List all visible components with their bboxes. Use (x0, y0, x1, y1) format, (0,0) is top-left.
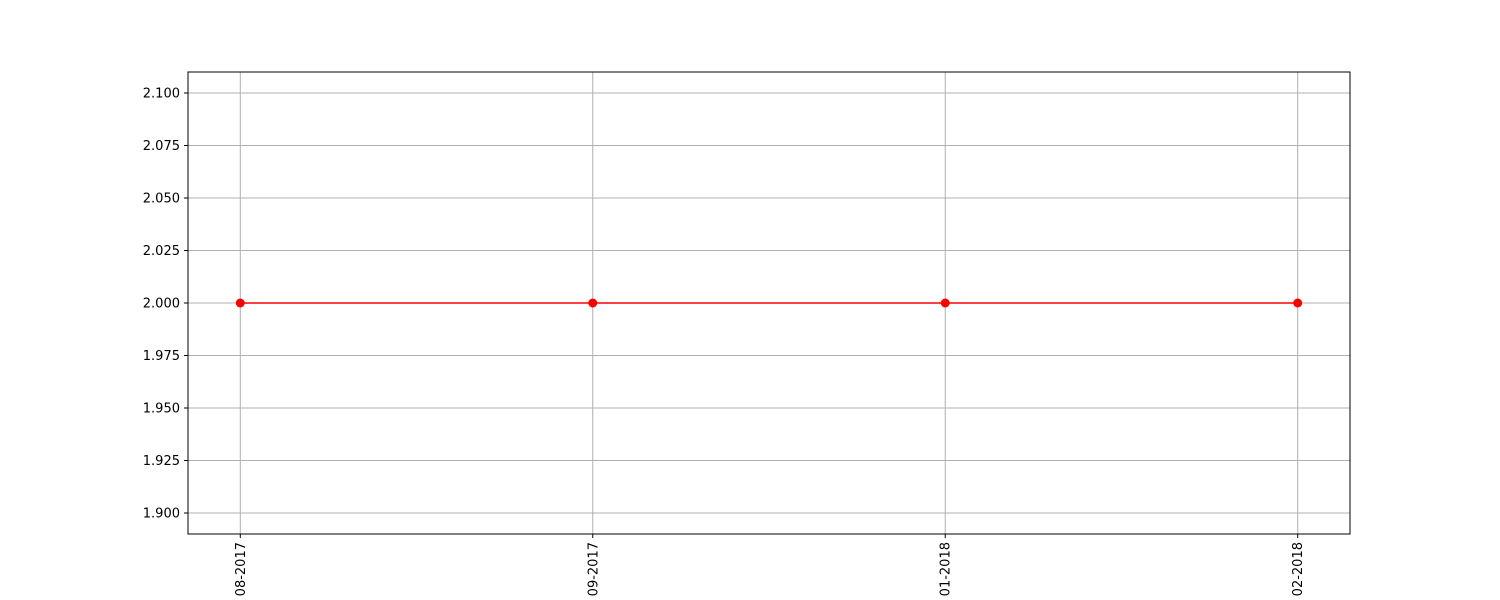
data-point (588, 298, 598, 308)
y-tick-label: 2.000 (143, 297, 180, 312)
series-layer (235, 298, 1303, 308)
y-tick-label: 1.950 (143, 402, 180, 417)
y-tick-label: 2.025 (143, 244, 180, 259)
y-tick-label: 2.100 (143, 87, 180, 102)
y-tick-label: 2.075 (143, 139, 180, 154)
x-tick-label: 02-2018 (1291, 542, 1306, 596)
data-point (1293, 298, 1303, 308)
x-tick-label: 08-2017 (234, 542, 249, 596)
x-tick-label: 09-2017 (586, 542, 601, 596)
y-tick-label: 1.900 (143, 507, 180, 522)
y-axis: 1.900 1.925 1.950 1.975 2.000 2.025 2.050 2.075… (143, 87, 188, 522)
data-point (940, 298, 950, 308)
y-tick-label: 2.050 (143, 192, 180, 207)
y-tick-label: 1.925 (143, 454, 180, 469)
x-tick-label: 01-2018 (939, 542, 954, 596)
y-tick-label: 1.975 (143, 349, 180, 364)
x-axis: 08-2017 09-2017 01-2018 02-2018 (234, 534, 1306, 596)
data-point (235, 298, 245, 308)
